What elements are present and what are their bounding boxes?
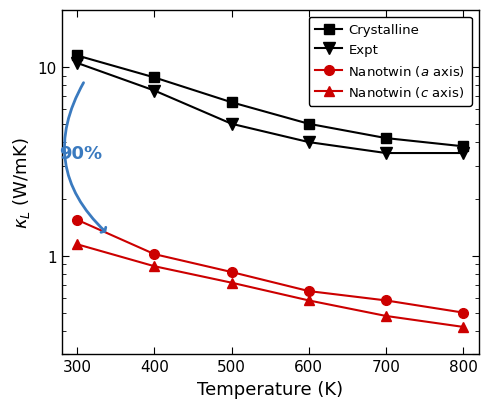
Crystalline xyxy=(306,122,312,127)
Legend: Crystalline, Expt, Nanotwin ($a$ axis), Nanotwin ($c$ axis): Crystalline, Expt, Nanotwin ($a$ axis), … xyxy=(309,18,472,106)
Expt xyxy=(74,61,80,66)
Nanotwin ($a$ axis) xyxy=(151,252,157,257)
Expt xyxy=(460,151,466,156)
Text: 90%: 90% xyxy=(59,145,102,163)
Y-axis label: $\kappa_{L}$ (W/mK): $\kappa_{L}$ (W/mK) xyxy=(11,137,32,229)
Expt xyxy=(383,151,389,156)
Expt xyxy=(151,89,157,94)
Line: Nanotwin ($a$ axis): Nanotwin ($a$ axis) xyxy=(73,216,468,318)
Nanotwin ($c$ axis) xyxy=(460,325,466,330)
Crystalline xyxy=(74,54,80,59)
X-axis label: Temperature (K): Temperature (K) xyxy=(197,380,343,398)
Nanotwin ($a$ axis) xyxy=(460,310,466,315)
Line: Crystalline: Crystalline xyxy=(73,52,468,152)
Nanotwin ($a$ axis) xyxy=(383,298,389,303)
Crystalline xyxy=(460,144,466,149)
Nanotwin ($c$ axis) xyxy=(229,281,235,285)
Line: Expt: Expt xyxy=(72,58,468,159)
Nanotwin ($c$ axis) xyxy=(383,314,389,319)
Nanotwin ($c$ axis) xyxy=(306,298,312,303)
Nanotwin ($a$ axis) xyxy=(74,218,80,223)
Line: Nanotwin ($c$ axis): Nanotwin ($c$ axis) xyxy=(73,240,468,332)
Crystalline xyxy=(151,76,157,81)
Crystalline xyxy=(383,136,389,141)
Crystalline xyxy=(229,101,235,106)
Nanotwin ($a$ axis) xyxy=(229,270,235,275)
Nanotwin ($c$ axis) xyxy=(74,242,80,247)
Nanotwin ($a$ axis) xyxy=(306,289,312,294)
Expt xyxy=(306,140,312,145)
Nanotwin ($c$ axis) xyxy=(151,264,157,269)
Expt xyxy=(229,122,235,127)
